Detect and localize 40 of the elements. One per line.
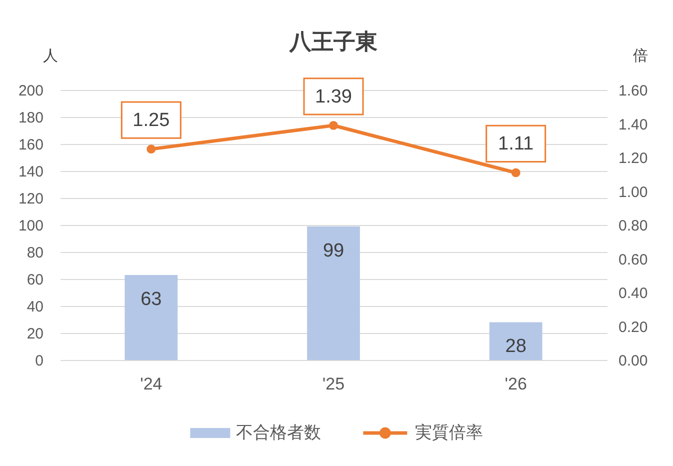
y-tick-label: 160 [18,136,44,154]
data-label: 1.11 [498,134,534,155]
chart-title: 八王子東 [288,29,378,54]
y2-tick-label: 0.20 [618,318,648,336]
bar [489,322,542,360]
data-label: 1.39 [315,86,352,108]
y2-tick-label: 0.00 [618,352,648,370]
bar [124,274,178,360]
y-axis-title: 人 [43,48,58,64]
y2-tick-label: 1.40 [618,116,648,134]
y-tick-label: 80 [26,244,44,262]
y2-tick-label: 0.40 [618,285,648,302]
data-label: 28 [505,336,526,358]
y2-tick-label: 1.60 [618,82,648,100]
y-tick-label: 180 [18,110,44,126]
y2-axis-title: 倍 [633,48,648,64]
y-tick-label: 120 [18,190,44,208]
y-tick-label: 40 [26,298,44,316]
y2-tick-label: 0.80 [618,218,648,234]
bar [307,226,360,360]
y2-tick-label: 1.20 [618,150,648,167]
legend-label: 実質倍率 [415,423,484,442]
data-label: 1.25 [132,110,170,132]
y-tick-label: 60 [26,272,44,288]
legend-label: 不合格者数 [236,423,322,442]
data-label: 99 [322,240,344,262]
data-label: 63 [140,288,162,310]
x-tick-label: '25 [322,374,345,394]
y2-tick-label: 1.00 [618,184,648,201]
point [146,144,156,154]
point [329,120,338,130]
x-tick-label: '24 [140,374,162,394]
x-tick-label: '26 [504,374,527,394]
y-tick-label: 0 [35,352,44,370]
y2-tick-label: 0.60 [618,251,648,268]
point [511,168,520,178]
y-tick-label: 200 [18,82,44,100]
y-tick-label: 20 [26,326,44,342]
y-tick-label: 140 [18,164,44,180]
y-tick-label: 100 [18,218,44,234]
